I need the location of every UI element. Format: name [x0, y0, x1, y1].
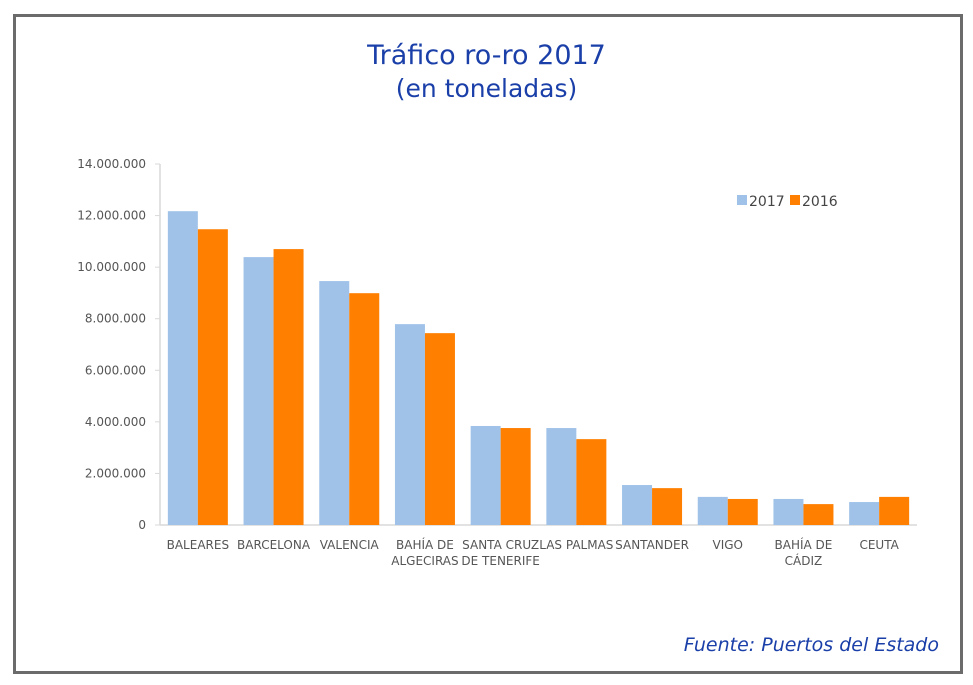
bar-2016	[879, 496, 910, 525]
x-category-label: CÁDIZ	[785, 553, 823, 568]
legend-swatch-2017	[737, 195, 747, 205]
bar-2017	[622, 485, 653, 525]
y-tick-label: 6.000.000	[85, 363, 146, 377]
y-tick-label: 2.000.000	[85, 466, 146, 480]
x-category-label: BAHÍA DE	[396, 537, 454, 552]
bar-2016	[273, 249, 304, 526]
x-category-label: ALGECIRAS	[391, 554, 458, 568]
bar-2017	[546, 428, 577, 525]
bar-2016	[803, 504, 834, 525]
x-category-label: LAS PALMAS	[539, 538, 613, 552]
bar-2017	[697, 496, 728, 525]
bar-2017	[470, 425, 501, 525]
bar-2016	[576, 439, 607, 525]
chart-subtitle: (en toneladas)	[395, 74, 578, 103]
bar-2016	[424, 333, 455, 525]
bar-2017	[773, 498, 804, 525]
x-category-label: BALEARES	[167, 538, 229, 552]
x-category-label: VALENCIA	[320, 538, 380, 552]
y-tick-label: 12.000.000	[77, 209, 146, 223]
chart-title: Tráfico ro-ro 2017	[367, 40, 606, 71]
legend-label-2017: 2017	[749, 194, 785, 210]
x-category-label: VIGO	[713, 538, 744, 552]
bar-2016	[349, 293, 380, 525]
bar-2017	[849, 502, 880, 525]
bar-2016	[197, 229, 228, 525]
x-category-label: DE TENERIFE	[461, 554, 539, 568]
source-note: Fuente: Puertos del Estado	[683, 634, 939, 656]
bar-2017	[394, 324, 425, 525]
x-category-label: CEUTA	[859, 538, 899, 552]
y-tick-label: 0	[138, 518, 146, 532]
y-tick-label: 8.000.000	[85, 312, 146, 326]
bar-2016	[652, 488, 683, 525]
x-category-label: SANTANDER	[615, 538, 689, 552]
y-tick-label: 10.000.000	[77, 260, 146, 274]
bar-2016	[727, 498, 758, 525]
x-category-label: SANTA CRUZ	[462, 538, 539, 552]
legend-label-2016: 2016	[802, 194, 838, 210]
bar-2016	[500, 428, 531, 525]
legend-swatch-2016	[790, 195, 800, 205]
y-tick-label: 14.000.000	[77, 157, 146, 171]
chart-frame	[13, 14, 963, 674]
bar-2017	[167, 211, 198, 525]
bar-2017	[319, 281, 350, 525]
bar-2017	[243, 257, 274, 525]
y-tick-label: 4.000.000	[85, 415, 146, 429]
x-category-label: BARCELONA	[237, 538, 311, 552]
x-category-label: BAHÍA DE	[775, 537, 833, 552]
